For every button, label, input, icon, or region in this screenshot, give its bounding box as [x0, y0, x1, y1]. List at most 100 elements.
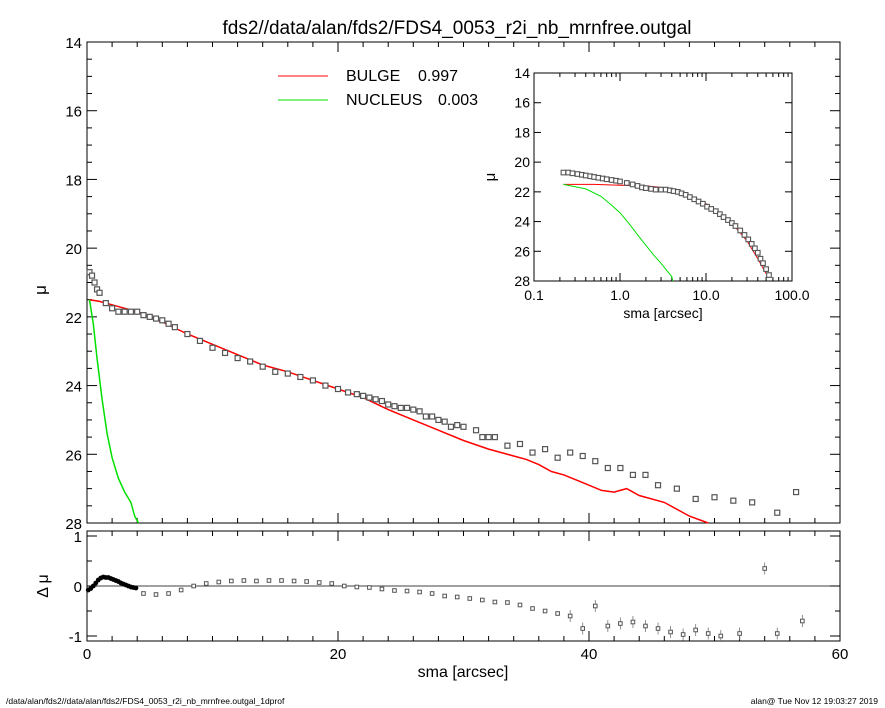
- data-point: [711, 494, 718, 501]
- inset-data-point: [648, 186, 654, 192]
- residual-point: [442, 593, 447, 599]
- data-point: [209, 344, 216, 351]
- inset-xtick-label: 0.1: [524, 287, 544, 303]
- residual-point: [718, 633, 724, 639]
- data-point: [629, 471, 637, 478]
- legend-value-bulge: 0.997: [418, 68, 458, 85]
- data-point: [447, 423, 455, 430]
- data-point: [171, 324, 178, 331]
- residual-point: [354, 584, 360, 590]
- legend-label-bulge: BULGE: [346, 68, 400, 85]
- residual-point: [203, 581, 209, 586]
- data-point: [247, 358, 254, 365]
- residual-point: [705, 631, 711, 636]
- inset-data-point: [748, 241, 755, 247]
- inset-data-point: [700, 200, 706, 207]
- main-ytick-label: 24: [65, 379, 82, 396]
- data-point: [334, 385, 342, 393]
- main-ytick-label: 16: [65, 104, 82, 121]
- data-point: [385, 401, 392, 408]
- data-point: [730, 497, 737, 504]
- inset-data-point: [652, 186, 659, 193]
- residual-point: [241, 578, 247, 583]
- data-point: [391, 403, 398, 410]
- inset-ytick-label: 26: [514, 243, 530, 259]
- residual-point: [153, 592, 159, 597]
- inset-ytick-label: 24: [514, 214, 530, 230]
- data-point: [554, 454, 561, 461]
- res-ytick-label: 0: [74, 579, 82, 596]
- data-point: [397, 404, 404, 412]
- inset-ytick-label: 28: [514, 273, 530, 289]
- chart-title: fds2//data/alan/fds2/FDS4_0053_r2i_nb_mr…: [223, 18, 692, 39]
- residual-point: [392, 588, 397, 593]
- inset-data-point: [732, 223, 739, 229]
- main-ytick-label: 22: [65, 310, 82, 327]
- main-ytick-label: 14: [65, 35, 82, 52]
- residual-point: [505, 600, 510, 605]
- residual-point: [454, 594, 460, 600]
- inset-data-point: [629, 181, 636, 188]
- data-point: [592, 458, 599, 465]
- data-point: [159, 317, 166, 324]
- data-point: [774, 509, 781, 516]
- residual-point: [329, 581, 335, 586]
- inset-data-point: [712, 208, 719, 215]
- residual-point: [467, 596, 473, 601]
- residual-point: [605, 623, 611, 629]
- data-point: [91, 279, 98, 286]
- legend-label-nucleus: NUCLEUS: [346, 92, 422, 109]
- residual-point: [680, 632, 686, 637]
- data-point: [454, 421, 461, 429]
- data-point: [284, 370, 291, 377]
- data-point: [673, 485, 680, 492]
- inset-ylabel: μ: [482, 173, 499, 182]
- inset-ytick-label: 18: [514, 124, 530, 140]
- inset-data-point: [560, 169, 567, 176]
- inset-data-point: [737, 227, 744, 234]
- data-point: [479, 434, 486, 441]
- residual-point: [316, 580, 322, 585]
- inset-data-point: [741, 232, 748, 238]
- residual-point: [367, 585, 372, 590]
- data-point: [654, 482, 662, 489]
- inset-data-point: [569, 170, 576, 177]
- inset-log-plot: 14 16 18 20 22 24 26 280.1 1.0 10.0 100.0 sma [arcs…: [482, 65, 810, 321]
- residual-point: [166, 591, 171, 596]
- residual-point: [737, 631, 742, 636]
- residual-point: [630, 619, 636, 625]
- data-point: [140, 312, 147, 319]
- inset-data-point: [763, 266, 769, 272]
- inset-data-point: [754, 249, 761, 256]
- inset-data-point: [708, 206, 715, 212]
- inset-data-point: [658, 186, 664, 193]
- data-point: [749, 499, 756, 506]
- data-point: [516, 440, 524, 448]
- data-point: [378, 397, 386, 405]
- residual-point: [291, 578, 297, 584]
- residual-point: [417, 589, 422, 595]
- residual-point: [229, 578, 234, 584]
- residual-point: [618, 621, 623, 626]
- inset-data-point: [760, 260, 766, 267]
- data-point: [416, 408, 423, 415]
- residual-point: [341, 583, 347, 589]
- data-point: [259, 363, 266, 370]
- residual-point: [643, 623, 648, 629]
- main-ylabel: μ: [31, 285, 50, 295]
- res-ytick-label: -1: [69, 629, 82, 646]
- data-point: [221, 349, 229, 357]
- residual-point: [530, 606, 535, 611]
- data-point: [579, 452, 586, 460]
- inset-nucleus-line: [563, 183, 674, 282]
- residual-point: [492, 599, 498, 605]
- nucleus-line: [88, 299, 140, 524]
- data-point: [127, 308, 135, 315]
- data-point: [460, 423, 467, 430]
- inset-data-point: [766, 272, 772, 278]
- residual-point: [542, 608, 548, 614]
- residual-point: [655, 626, 661, 631]
- res-ytick-label: 1: [74, 529, 82, 546]
